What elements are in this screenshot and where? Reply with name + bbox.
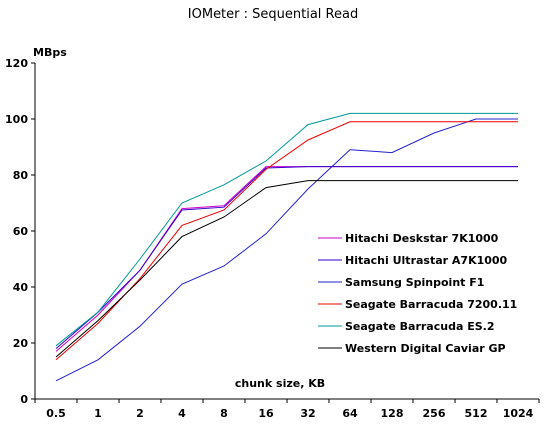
x-tick-label: 512 [465,407,488,420]
series-line [55,121,518,361]
series-line [55,180,518,358]
x-tick-label: 128 [381,407,404,420]
y-tick-label: 100 [5,113,28,126]
x-tick-label: 16 [258,407,274,420]
series-line [55,112,518,347]
x-tick-label: 2 [136,407,144,420]
x-tick-label: 4 [178,407,186,420]
chart-title: IOMeter : Sequential Read [187,7,359,22]
y-tick-label: 120 [5,57,28,70]
x-axis-label: chunk size, KB [235,377,325,390]
x-tick-label: 1024 [503,407,534,420]
x-tick-label: 1 [94,407,102,420]
chart-legend: Hitachi Deskstar 7K1000 Hitachi Ultrastar… [318,232,517,355]
x-tick-label: 32 [300,407,315,420]
series-line [55,166,518,349]
y-tick-label: 0 [20,393,28,406]
legend-entry: Hitachi Ultrastar A7K1000 [345,254,508,267]
x-tick-label: 64 [342,407,358,420]
y-axis-label: MBps [33,46,67,59]
y-tick-label: 80 [13,169,29,182]
x-tick-label: 8 [220,407,228,420]
series-line [55,118,518,382]
y-tick-label: 20 [13,337,29,350]
x-tick-label: 0.5 [46,407,66,420]
chart-lines [55,112,518,382]
x-tick-label: 256 [423,407,446,420]
legend-entry: Western Digital Caviar GP [345,342,506,355]
legend-entry: Hitachi Deskstar 7K1000 [345,232,499,245]
legend-entry: Seagate Barracuda 7200.11 [345,298,517,311]
legend-entry: Samsung Spinpoint F1 [345,276,484,289]
chart-axes: 0 20 40 60 80 100 120 0.5 1 2 4 8 16 32 64 128 256 512 102… [5,57,540,420]
y-tick-label: 60 [13,225,29,238]
y-tick-label: 40 [13,281,29,294]
legend-entry: Seagate Barracuda ES.2 [345,320,494,333]
